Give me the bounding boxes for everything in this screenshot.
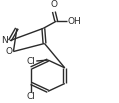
Text: O: O [5, 47, 12, 56]
Text: O: O [50, 0, 57, 9]
Text: Cl: Cl [27, 92, 36, 101]
Text: N: N [1, 36, 8, 45]
Text: Cl: Cl [27, 57, 36, 66]
Text: OH: OH [67, 17, 81, 26]
